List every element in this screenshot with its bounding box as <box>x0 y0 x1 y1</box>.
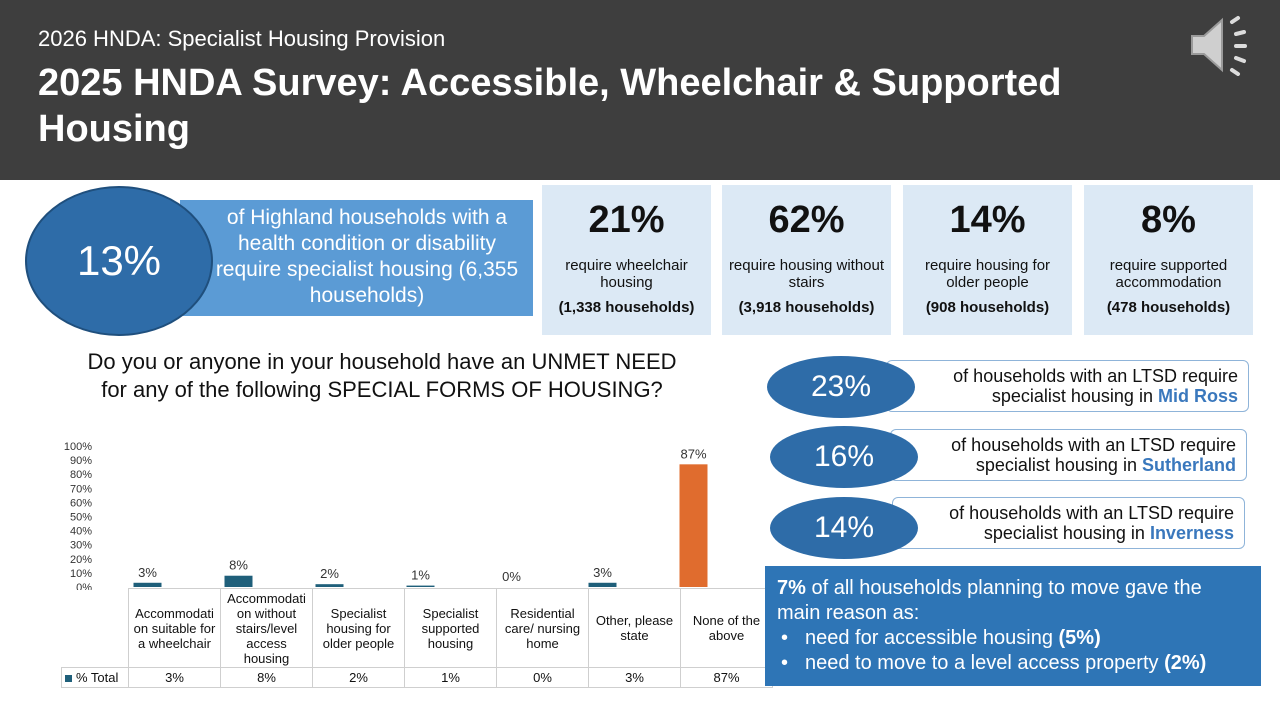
bar-chart-plot: 0% 10% 20% 30% 40% 50% 60% 70% 80% 90% 100% 3% 8% 2% 1… <box>64 441 708 594</box>
bar <box>224 575 253 587</box>
y-tick-label: 50% <box>70 512 92 524</box>
move-bullet: need to move to a level access property … <box>777 651 1249 676</box>
ltsd-box-sutherland: of households with an LTSD require speci… <box>890 429 1247 481</box>
headline-pct-circle: 13% <box>25 186 213 336</box>
stat-card-supported: 8% require supported accommodation (478 … <box>1084 185 1253 335</box>
stat-desc: require housing for older people <box>924 257 1051 291</box>
chart-question: Do you or anyone in your household have … <box>87 349 677 402</box>
header-banner: 2026 HNDA: Specialist Housing Provision … <box>0 0 1280 180</box>
slide-subtitle: 2026 HNDA: Specialist Housing Provision <box>38 26 446 51</box>
category-label: Specialist housing for older people <box>312 588 405 668</box>
stat-pct: 14% <box>949 199 1026 241</box>
move-bullet-text: need to move to a level access property <box>805 652 1165 674</box>
y-tick-label: 40% <box>70 526 92 538</box>
bar <box>133 582 162 587</box>
speaker-icon[interactable] <box>1188 14 1258 76</box>
move-bullet: need for accessible housing (5%) <box>777 626 1249 651</box>
bar-data-label: 3% <box>593 565 612 580</box>
table-value: 8% <box>220 667 313 688</box>
bar-chart: 0% 10% 20% 30% 40% 50% 60% 70% 80% 90% 100% 3% 8% 2% 1… <box>40 440 740 690</box>
ltsd-region: Sutherland <box>1141 455 1236 475</box>
ltsd-box-inverness: of households with an LTSD require speci… <box>892 497 1245 549</box>
stat-households: (478 households) <box>1106 299 1231 316</box>
category-label: None of the above <box>680 588 773 668</box>
table-value: 3% <box>588 667 681 688</box>
category-label: Accommodati on suitable for a wheelchair <box>128 588 221 668</box>
move-bullet-value: (5%) <box>1058 627 1101 649</box>
series-legend: % Total <box>61 667 129 688</box>
stat-desc: require housing without stairs <box>728 257 885 291</box>
stat-pct: 62% <box>768 199 845 241</box>
move-bullets: need for accessible housing (5%) need to… <box>777 626 1249 676</box>
move-bullet-text: need for accessible housing <box>805 627 1059 649</box>
y-tick-label: 60% <box>70 497 92 509</box>
bar <box>588 582 617 587</box>
bar-data-label: 0% <box>502 569 521 584</box>
ltsd-prefix: specialist housing in <box>991 386 1153 406</box>
y-tick-label: 100% <box>64 441 92 453</box>
bar-data-label: 2% <box>320 566 339 581</box>
table-value: 87% <box>680 667 773 688</box>
ltsd-line2: specialist housing in Mid Ross <box>887 386 1238 406</box>
series-name: % Total <box>76 670 119 685</box>
ltsd-prefix: specialist housing in <box>975 455 1137 475</box>
move-reason-box: 7% of all households planning to move ga… <box>765 566 1261 686</box>
ltsd-line2: specialist housing in Inverness <box>893 523 1234 543</box>
category-label: Other, please state <box>588 588 681 668</box>
bar <box>679 464 708 587</box>
slide-title: 2025 HNDA Survey: Accessible, Wheelchair… <box>38 62 1062 150</box>
bar <box>406 585 435 587</box>
category-label: Specialist supported housing <box>404 588 497 668</box>
ltsd-line1: of households with an LTSD require <box>953 366 1238 386</box>
stat-households: (1,338 households) <box>558 299 695 316</box>
category-label: Residential care/ nursing home <box>496 588 589 668</box>
table-corner <box>62 589 129 668</box>
headline-text: of Highland households with a health con… <box>215 206 519 307</box>
stat-pct: 8% <box>1141 199 1196 241</box>
legend-swatch <box>65 675 72 683</box>
bar-data-label: 87% <box>680 446 706 461</box>
ltsd-box-mid-ross: of households with an LTSD require speci… <box>886 360 1249 412</box>
move-lead-text: of all households planning to move gave … <box>777 577 1202 624</box>
stat-card-no-stairs: 62% require housing without stairs (3,91… <box>722 185 891 335</box>
category-row: Accommodati on suitable for a wheelchair… <box>62 588 773 668</box>
value-row: % Total 3% 8% 2% 1% 0% 3% 87% <box>61 667 773 688</box>
ltsd-line1: of households with an LTSD require <box>949 503 1234 523</box>
y-tick-label: 30% <box>70 540 92 552</box>
move-bullet-value: (2%) <box>1164 652 1207 674</box>
stat-desc: require wheelchair housing <box>565 257 688 291</box>
stat-card-older-people: 14% require housing for older people (90… <box>903 185 1072 335</box>
bar <box>315 584 344 587</box>
y-tick-label: 80% <box>70 469 92 481</box>
ltsd-region: Inverness <box>1149 523 1234 543</box>
ltsd-line1: of households with an LTSD require <box>951 435 1236 455</box>
bar-data-label: 1% <box>411 568 430 583</box>
stat-pct: 21% <box>588 199 665 241</box>
stat-card-wheelchair: 21% require wheelchair housing (1,338 ho… <box>542 185 711 335</box>
ltsd-line2: specialist housing in Sutherland <box>891 455 1236 475</box>
chart-data-table: Accommodati on suitable for a wheelchair… <box>61 588 773 688</box>
table-value: 0% <box>496 667 589 688</box>
y-tick-label: 20% <box>70 554 92 566</box>
table-value: 3% <box>128 667 221 688</box>
ltsd-region: Mid Ross <box>1157 386 1238 406</box>
bar-data-label: 3% <box>138 565 157 580</box>
move-lead: 7% of all households planning to move ga… <box>777 576 1249 626</box>
stat-households: (3,918 households) <box>738 299 875 316</box>
category-label: Accommodati on without stairs/level acce… <box>220 588 313 668</box>
table-value: 2% <box>312 667 405 688</box>
move-lead-pct: 7% <box>777 577 806 599</box>
y-tick-label: 90% <box>70 455 92 467</box>
ltsd-pct-inverness: 14% <box>770 497 918 559</box>
stat-desc: require supported accommodation <box>1109 257 1228 291</box>
ltsd-pct-sutherland: 16% <box>770 426 918 488</box>
bar-data-label: 8% <box>229 558 248 573</box>
y-tick-label: 10% <box>70 568 92 580</box>
stat-households: (908 households) <box>925 299 1050 316</box>
y-tick-label: 70% <box>70 483 92 495</box>
ltsd-pct-mid-ross: 23% <box>767 356 915 418</box>
ltsd-prefix: specialist housing in <box>983 523 1145 543</box>
table-value: 1% <box>404 667 497 688</box>
